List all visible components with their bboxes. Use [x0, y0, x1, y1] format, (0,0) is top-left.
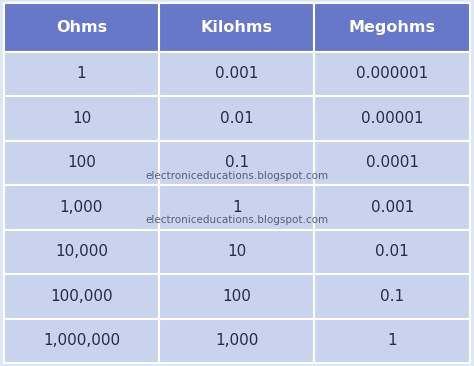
FancyBboxPatch shape [314, 274, 470, 318]
Text: 0.001: 0.001 [371, 200, 414, 215]
Text: 0.00001: 0.00001 [361, 111, 424, 126]
Text: 1,000: 1,000 [215, 333, 258, 348]
FancyBboxPatch shape [314, 3, 470, 52]
FancyBboxPatch shape [4, 3, 159, 52]
Text: 10,000: 10,000 [55, 244, 108, 259]
Text: 1,000,000: 1,000,000 [43, 333, 120, 348]
FancyBboxPatch shape [159, 3, 314, 52]
FancyBboxPatch shape [159, 274, 314, 318]
FancyBboxPatch shape [4, 141, 159, 185]
FancyBboxPatch shape [314, 96, 470, 141]
FancyBboxPatch shape [314, 318, 470, 363]
FancyBboxPatch shape [4, 318, 159, 363]
Text: electroniceducations.blogspot.com: electroniceducations.blogspot.com [146, 171, 328, 180]
FancyBboxPatch shape [4, 52, 159, 96]
Text: 1: 1 [77, 66, 86, 81]
Text: 0.000001: 0.000001 [356, 66, 428, 81]
Text: 0.0001: 0.0001 [366, 155, 419, 170]
FancyBboxPatch shape [314, 52, 470, 96]
Text: 100: 100 [67, 155, 96, 170]
Text: 0.1: 0.1 [225, 155, 249, 170]
Text: 0.1: 0.1 [380, 289, 404, 304]
FancyBboxPatch shape [159, 318, 314, 363]
Text: 1: 1 [232, 200, 242, 215]
Text: 0.001: 0.001 [215, 66, 258, 81]
Text: Ohms: Ohms [56, 20, 107, 35]
Text: 0.01: 0.01 [375, 244, 409, 259]
Text: 1: 1 [388, 333, 397, 348]
FancyBboxPatch shape [159, 141, 314, 185]
Text: Kilohms: Kilohms [201, 20, 273, 35]
Text: 0.01: 0.01 [220, 111, 254, 126]
FancyBboxPatch shape [4, 185, 159, 229]
Text: 10: 10 [72, 111, 91, 126]
FancyBboxPatch shape [4, 96, 159, 141]
FancyBboxPatch shape [314, 185, 470, 229]
FancyBboxPatch shape [314, 229, 470, 274]
Text: 1,000: 1,000 [60, 200, 103, 215]
FancyBboxPatch shape [314, 141, 470, 185]
FancyBboxPatch shape [159, 52, 314, 96]
FancyBboxPatch shape [159, 229, 314, 274]
Text: 10: 10 [227, 244, 246, 259]
FancyBboxPatch shape [4, 229, 159, 274]
FancyBboxPatch shape [159, 185, 314, 229]
FancyBboxPatch shape [159, 96, 314, 141]
Text: 100,000: 100,000 [50, 289, 113, 304]
Text: 100: 100 [222, 289, 251, 304]
Text: electroniceducations.blogspot.com: electroniceducations.blogspot.com [146, 215, 328, 225]
FancyBboxPatch shape [4, 274, 159, 318]
Text: Megohms: Megohms [349, 20, 436, 35]
